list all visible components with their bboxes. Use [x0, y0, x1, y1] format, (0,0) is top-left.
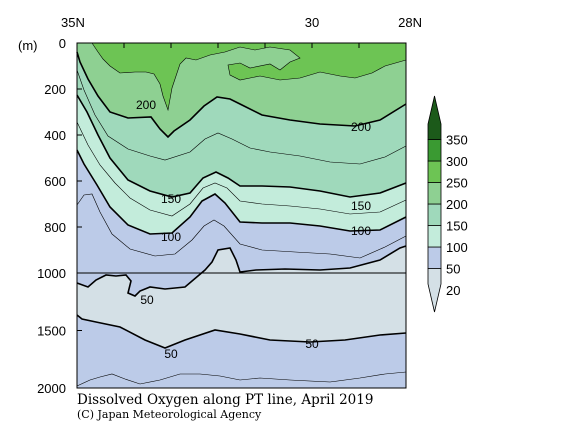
- colorbar-segment: [427, 95, 442, 140]
- thin-contour-lines: [76, 42, 407, 387]
- y-tick-label: 200: [44, 82, 66, 97]
- plot-frame: [76, 42, 407, 389]
- contour-label: 200: [351, 120, 371, 134]
- thick-contour-lines: [76, 51, 407, 349]
- colorbar-label: 20: [446, 283, 460, 298]
- colorbar-segment: [427, 268, 442, 313]
- plot-border: [76, 42, 407, 389]
- contour-fill-layer: [77, 43, 406, 388]
- contour-label: 150: [161, 192, 181, 206]
- contour-label: 50: [305, 337, 319, 351]
- colorbar-segment: [427, 160, 442, 183]
- colorbar-segment: [427, 203, 442, 226]
- y-tick-label: 1000: [37, 266, 66, 281]
- contour-75-line: [76, 193, 407, 259]
- colorbar-segments: [427, 95, 442, 313]
- contour-label: 150: [351, 199, 371, 213]
- colorbar-label: 100: [446, 240, 468, 255]
- contour-250-line: [91, 42, 407, 112]
- left-ticks: [77, 42, 82, 389]
- chart-title: Dissolved Oxygen along PT line, April 20…: [77, 392, 373, 408]
- colorbar-label: 50: [446, 262, 460, 277]
- colorbar-labels: 20 50 100 150 200 250 300 350: [446, 133, 468, 299]
- colorbar-segment: [427, 139, 442, 162]
- colorbar-segment: [427, 246, 442, 269]
- y-tick-label: 0: [59, 36, 66, 51]
- y-tick-label: 400: [44, 128, 66, 143]
- y-tick-label: 800: [44, 220, 66, 235]
- y-tick-label: 2000: [37, 381, 66, 396]
- contour-labels: 200 200 150 150 100 100 50 50 50: [136, 98, 371, 361]
- band-20-50: [77, 246, 406, 348]
- band-250-300: [92, 43, 406, 110]
- contour-150-line: [76, 94, 407, 198]
- colorbar-segment: [427, 225, 442, 248]
- contour-50-line-lower: [76, 314, 407, 349]
- contour-50-line-upper: [76, 245, 407, 297]
- chart-credit: (C) Japan Meteorological Agency: [77, 408, 262, 421]
- x-tick-label: 28N: [398, 15, 422, 30]
- colorbar-label: 150: [446, 219, 468, 234]
- x-tick-label: 35N: [61, 15, 85, 30]
- contour-label: 50: [164, 347, 178, 361]
- contour-25-line: [76, 371, 407, 387]
- contour-label: 50: [140, 293, 154, 307]
- x-axis-labels: 35N 30 28N: [61, 15, 422, 30]
- x-tick-label: 30: [305, 15, 319, 30]
- contour-200-line: [76, 51, 407, 139]
- colorbar: 20 50 100 150 200 250 300 350: [427, 95, 468, 313]
- colorbar-label: 250: [446, 176, 468, 191]
- contour-label: 100: [351, 224, 371, 238]
- contour-175-line: [76, 69, 407, 165]
- contour-125-line: [76, 121, 407, 217]
- colorbar-label: 350: [446, 133, 468, 148]
- contour-label: 100: [161, 230, 181, 244]
- colorbar-label: 200: [446, 197, 468, 212]
- y-axis-unit-label: (m): [18, 38, 38, 53]
- y-tick-label: 1500: [37, 324, 66, 339]
- colorbar-label: 300: [446, 154, 468, 169]
- colorbar-segment: [427, 182, 442, 205]
- top-minor-ticks: [123, 43, 360, 48]
- y-axis-labels: 0 200 400 600 800 1000 1500 2000: [37, 36, 66, 396]
- y-tick-label: 600: [44, 174, 66, 189]
- contour-100-line: [76, 149, 407, 235]
- contour-label: 200: [136, 98, 156, 112]
